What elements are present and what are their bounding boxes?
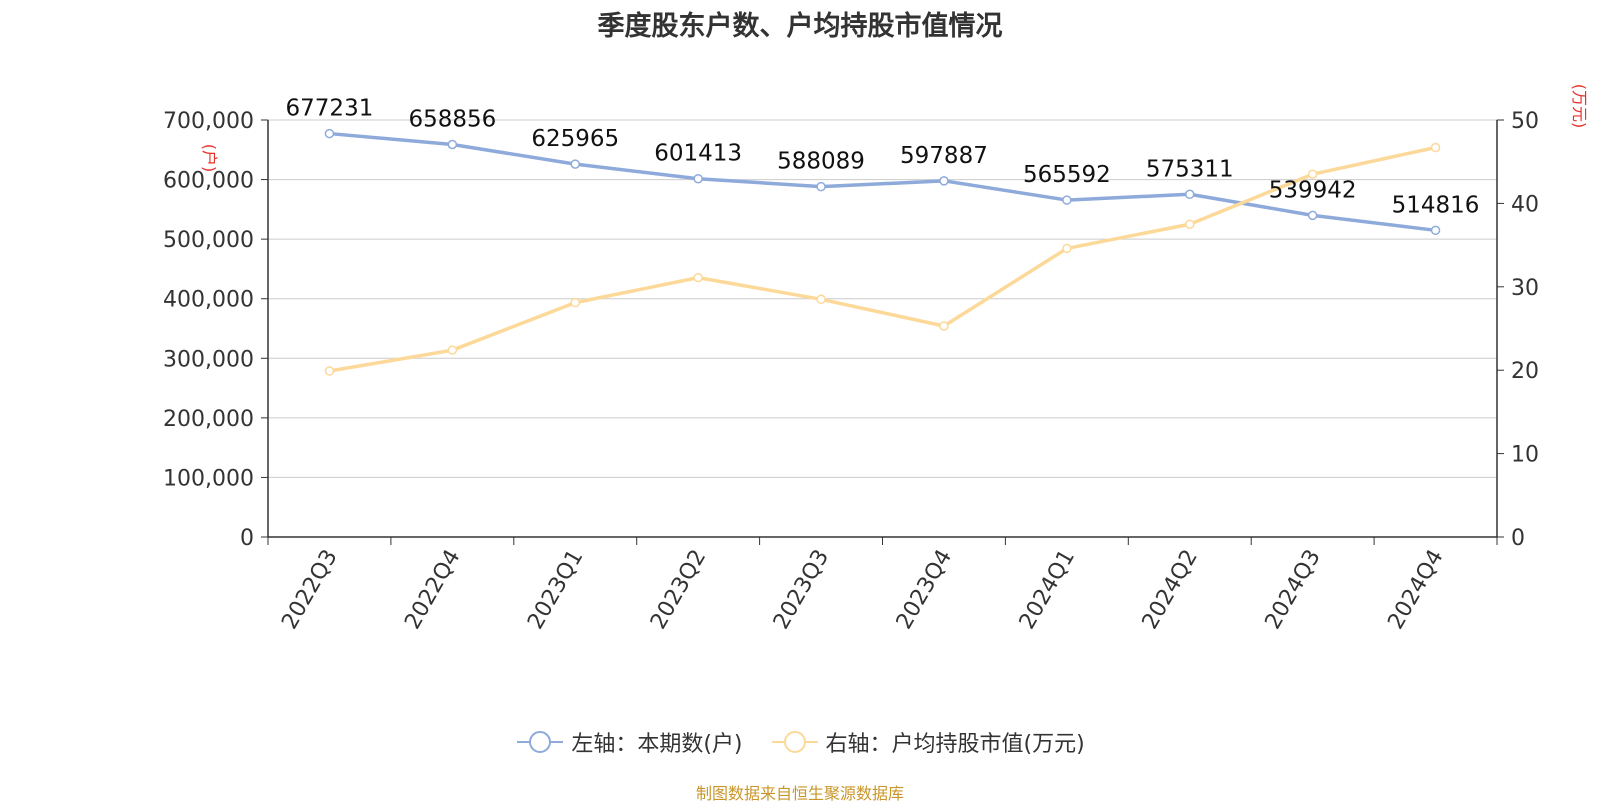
- right-tick-label: 0: [1511, 526, 1525, 551]
- data-source-note: 制图数据来自恒生聚源数据库: [695, 784, 904, 803]
- x-tick-label: 2022Q3: [277, 546, 342, 634]
- legend: 左轴：本期数(户) 右轴：户均持股市值(万元): [0, 726, 1600, 760]
- x-tick-label: 2023Q1: [523, 546, 588, 634]
- data-point-left: [816, 181, 826, 192]
- x-tick-label: 2023Q4: [892, 545, 957, 633]
- x-tick-label: 2022Q4: [400, 546, 465, 634]
- right-axis-ticks: 0 10 20 30 40 50: [1497, 109, 1539, 551]
- data-point-left: [570, 159, 580, 169]
- right-tick-label: 10: [1511, 443, 1539, 468]
- right-axis-unit: (万元): [1570, 84, 1589, 129]
- data-point-right: [1430, 142, 1441, 153]
- data-label: 677231: [286, 96, 374, 122]
- data-label: 539942: [1269, 177, 1357, 203]
- data-point-right: [816, 294, 826, 305]
- right-tick-label: 30: [1511, 276, 1539, 301]
- left-axis-ticks: 0 100,000 200,000 300,000 400,000 500,000 600,…: [163, 109, 268, 551]
- data-point-left: [447, 139, 458, 150]
- data-point-right: [324, 366, 335, 376]
- left-tick-label: 100,000: [163, 466, 254, 491]
- data-label: 597887: [900, 143, 988, 169]
- data-point-left: [324, 128, 335, 139]
- left-tick-label: 500,000: [163, 228, 254, 253]
- data-point-right: [1185, 219, 1195, 229]
- data-point-right: [1307, 169, 1318, 179]
- data-point-left: [1062, 195, 1072, 205]
- left-tick-label: 200,000: [163, 407, 254, 432]
- data-point-left: [939, 176, 949, 186]
- legend-item-right[interactable]: 右轴：户均持股市值(万元): [770, 726, 1085, 758]
- x-tick-label: 2024Q3: [1261, 546, 1326, 634]
- data-label: 658856: [408, 107, 496, 133]
- data-label: 575311: [1146, 156, 1234, 182]
- left-tick-label: 0: [240, 526, 254, 551]
- data-label: 588089: [777, 149, 865, 175]
- x-tick-label: 2023Q2: [646, 546, 711, 634]
- data-point-left: [1430, 225, 1441, 236]
- data-point-left: [1307, 210, 1318, 221]
- data-point-right: [939, 321, 949, 331]
- data-point-left: [1185, 189, 1195, 200]
- chart-title: 季度股东户数、户均持股市值情况: [597, 11, 1003, 42]
- x-tick-label: 2024Q1: [1015, 546, 1080, 634]
- legend-marker-right-icon: [771, 731, 818, 753]
- right-tick-label: 40: [1511, 192, 1539, 217]
- series-lines: [324, 128, 1441, 376]
- data-point-right: [1062, 243, 1072, 254]
- legend-item-left[interactable]: 左轴：本期数(户): [515, 726, 743, 758]
- series-line-right: [329, 145, 1436, 373]
- data-label: 514816: [1392, 192, 1480, 218]
- left-axis-unit: (户): [200, 144, 219, 173]
- data-point-right: [693, 272, 703, 283]
- data-point-right: [570, 297, 580, 308]
- left-tick-label: 300,000: [163, 347, 254, 372]
- data-point-right: [447, 345, 458, 355]
- series-line-left: [329, 131, 1436, 233]
- x-tick-label: 2024Q4: [1383, 546, 1448, 634]
- legend-label-left: 左轴：本期数(户): [571, 732, 743, 757]
- data-label: 625965: [531, 126, 619, 152]
- x-tick-label: 2023Q3: [769, 546, 834, 634]
- x-tick-label: 2024Q2: [1138, 546, 1203, 634]
- data-point-left: [693, 173, 703, 184]
- legend-marker-left-icon: [517, 731, 564, 753]
- right-tick-label: 50: [1511, 109, 1539, 134]
- grid-lines: [268, 119, 1497, 478]
- data-label: 601413: [654, 141, 742, 167]
- x-axis-ticks: 2022Q3 2022Q4 2023Q1 2023Q2 2023Q3 2023Q4 2024…: [267, 537, 1498, 634]
- left-tick-label: 600,000: [163, 169, 254, 194]
- data-label: 565592: [1023, 162, 1111, 188]
- left-tick-label: 400,000: [163, 288, 254, 313]
- legend-label-right: 右轴：户均持股市值(万元): [825, 732, 1085, 757]
- right-tick-label: 20: [1511, 359, 1539, 384]
- data-labels: 677231 658856 625965 601413 588089 597887 5655…: [286, 96, 1480, 219]
- left-tick-label: 700,000: [163, 109, 254, 134]
